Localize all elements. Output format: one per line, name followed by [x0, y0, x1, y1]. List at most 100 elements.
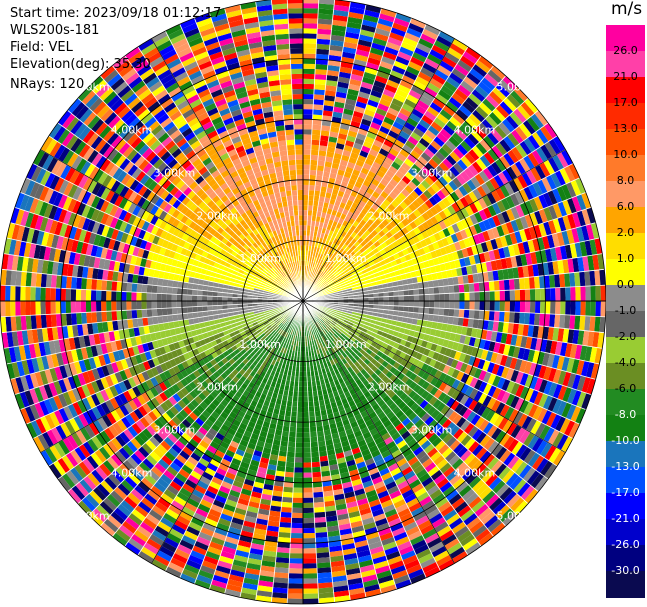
velocity-gate	[455, 128, 468, 141]
velocity-gate	[475, 263, 483, 274]
velocity-gate	[567, 197, 577, 214]
velocity-gate	[361, 250, 369, 257]
velocity-gate	[388, 165, 398, 175]
velocity-gate	[349, 278, 355, 283]
velocity-gate	[328, 177, 336, 184]
velocity-gate	[312, 210, 318, 217]
velocity-gate	[385, 277, 392, 284]
velocity-gate	[289, 426, 297, 433]
velocity-gate	[341, 113, 353, 121]
velocity-gate	[407, 180, 418, 191]
velocity-gate	[280, 506, 293, 513]
velocity-gate	[433, 286, 440, 295]
velocity-gate	[360, 145, 371, 154]
velocity-gate	[448, 180, 459, 192]
velocity-gate	[523, 155, 535, 170]
velocity-gate	[514, 289, 521, 301]
velocity-gate	[482, 167, 494, 180]
velocity-gate	[294, 467, 303, 473]
velocity-gate	[312, 109, 324, 116]
velocity-gate	[333, 270, 339, 276]
velocity-gate	[365, 62, 380, 71]
velocity-gate	[474, 173, 486, 186]
velocity-gate	[534, 276, 540, 289]
velocity-gate	[374, 75, 389, 85]
velocity-gate	[393, 157, 404, 167]
ray-separator	[302, 75, 507, 302]
velocity-gate	[397, 84, 411, 94]
velocity-gate	[328, 281, 334, 286]
velocity-gate	[446, 76, 461, 89]
velocity-gate	[528, 184, 539, 199]
velocity-gate	[437, 278, 444, 287]
velocity-gate	[590, 285, 596, 301]
velocity-gate	[328, 136, 338, 143]
velocity-gate	[524, 200, 534, 215]
velocity-gate	[370, 236, 378, 244]
velocity-gate	[351, 270, 357, 276]
velocity-gate	[303, 230, 307, 236]
velocity-gate	[316, 165, 325, 172]
velocity-gate	[321, 207, 328, 214]
velocity-gate	[443, 80, 458, 93]
velocity-gate	[357, 237, 364, 244]
velocity-gate	[339, 202, 347, 209]
velocity-gate	[546, 234, 555, 249]
velocity-gate	[353, 59, 367, 67]
velocity-gate	[521, 172, 533, 187]
velocity-gate	[548, 138, 561, 155]
velocity-gate	[509, 289, 516, 301]
velocity-gate	[515, 143, 528, 158]
velocity-gate	[340, 154, 350, 162]
velocity-gate	[330, 275, 336, 281]
velocity-gate	[381, 143, 392, 153]
velocity-gate	[456, 249, 464, 260]
velocity-gate	[424, 110, 437, 122]
velocity-gate	[466, 179, 477, 191]
velocity-gate	[450, 191, 460, 202]
velocity-gate	[497, 171, 509, 185]
velocity-gate	[393, 139, 405, 149]
velocity-gate	[303, 184, 310, 191]
velocity-gate	[420, 202, 430, 212]
velocity-gate	[388, 191, 398, 200]
velocity-gate	[543, 221, 552, 236]
velocity-gate	[287, 583, 303, 589]
velocity-gate	[377, 284, 383, 290]
velocity-gate	[458, 104, 472, 118]
velocity-gate	[313, 286, 318, 291]
velocity-gate	[313, 195, 320, 202]
velocity-gate	[363, 191, 372, 200]
velocity-gate	[423, 147, 435, 159]
velocity-gate	[324, 276, 330, 281]
velocity-gate	[447, 215, 456, 226]
velocity-gate	[422, 245, 431, 254]
velocity-gate	[322, 273, 327, 279]
velocity-gate	[539, 162, 551, 178]
velocity-gate	[559, 168, 571, 184]
velocity-gate	[291, 512, 303, 519]
velocity-gate	[386, 79, 400, 89]
velocity-gate	[485, 115, 499, 129]
velocity-gate	[297, 396, 303, 402]
velocity-gate	[488, 111, 502, 126]
velocity-gate	[433, 232, 442, 242]
velocity-gate	[432, 97, 446, 109]
velocity-gate	[490, 65, 506, 80]
velocity-gate	[338, 253, 344, 260]
velocity-gate	[567, 213, 577, 230]
velocity-gate	[480, 182, 492, 195]
velocity-gate	[366, 153, 377, 162]
velocity-gate	[327, 241, 333, 247]
velocity-gate	[495, 237, 503, 249]
velocity-gate	[430, 121, 443, 133]
velocity-gate	[320, 272, 326, 278]
velocity-gate	[322, 176, 330, 183]
velocity-gate	[329, 260, 335, 266]
velocity-gate	[418, 118, 431, 130]
velocity-gate	[393, 93, 407, 103]
velocity-gate	[309, 426, 317, 433]
velocity-gate	[488, 250, 496, 262]
velocity-gate	[474, 85, 489, 99]
velocity-gate	[374, 27, 391, 37]
